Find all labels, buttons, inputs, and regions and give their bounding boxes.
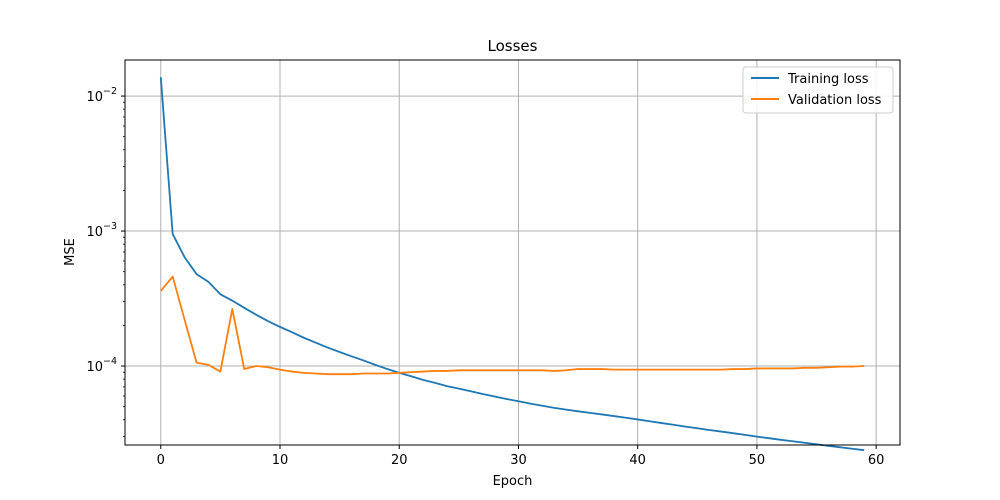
series-line-validation-loss: [160, 275, 865, 376]
legend-label-training-loss: Training loss: [787, 72, 869, 87]
y-axis-label: MSE: [63, 238, 78, 266]
x-tick-label: 30: [510, 453, 527, 468]
legend-box: [742, 66, 894, 114]
legend: Training loss Validation loss: [742, 66, 894, 114]
series-layer: [159, 77, 865, 452]
axis-ticks: 0 10 20 30 40 50 60 10−4 10−3 10−2: [86, 86, 884, 468]
legend-label-validation-loss: Validation loss: [788, 93, 882, 108]
x-tick-label: 40: [629, 453, 646, 468]
series-line-training-loss: [159, 77, 865, 452]
x-tick-label: 60: [868, 453, 885, 468]
y-tick-label: 10−4: [86, 356, 117, 375]
plot-frame: [124, 59, 901, 446]
y-tick-label: 10−3: [86, 221, 117, 240]
x-axis-label: Epoch: [493, 474, 533, 489]
x-tick-label: 20: [391, 453, 408, 468]
chart-title: Losses: [488, 37, 538, 55]
y-tick-label: 10−2: [86, 86, 117, 105]
x-tick-label: 0: [157, 453, 165, 468]
x-tick-label: 50: [749, 453, 766, 468]
x-tick-label: 10: [272, 453, 289, 468]
